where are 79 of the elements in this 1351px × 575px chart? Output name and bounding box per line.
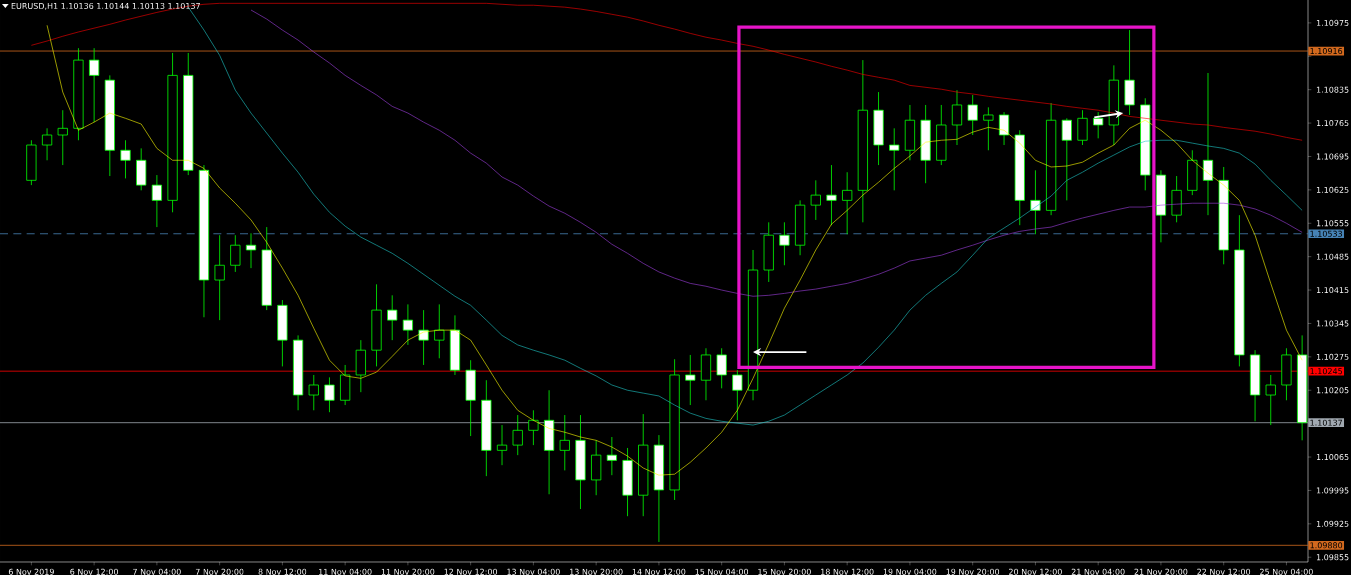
y-tick-label: 1.10835 [1316, 86, 1349, 93]
candlestick [120, 139, 131, 179]
candlestick [559, 414, 570, 471]
y-tick-label: 1.10345 [1316, 320, 1349, 327]
candlestick [402, 303, 414, 346]
y-tick-label: 1.10415 [1316, 287, 1349, 294]
y-tick-label: 1.10205 [1316, 387, 1349, 394]
candlestick [57, 109, 68, 166]
y-tick-label: 1.09855 [1316, 554, 1349, 561]
y-tick-label: 1.10485 [1316, 253, 1349, 260]
x-tick-label: 21 Nov 04:00 [1071, 568, 1125, 575]
line-series [46, 24, 1303, 476]
candlestick [889, 127, 900, 191]
y-tick-label: 1.10555 [1316, 220, 1349, 227]
candlestick [1061, 117, 1072, 201]
x-tick-label: 13 Nov 20:00 [570, 568, 623, 575]
candlestick [151, 174, 162, 228]
candlestick [230, 234, 241, 273]
y-tick-label: 1.09925 [1316, 520, 1349, 527]
x-tick-label: 7 Nov 20:00 [195, 568, 244, 575]
x-tick-label: 8 Nov 12:00 [258, 568, 307, 575]
candlestick [214, 234, 225, 321]
x-tick-label: 15 Nov 04:00 [695, 568, 749, 575]
x-tick-label: 12 Nov 12:00 [444, 568, 498, 575]
x-tick-label: 11 Nov 20:00 [381, 568, 435, 575]
candlestick [951, 89, 963, 146]
x-tick-label: 6 Nov 2019 [8, 568, 54, 575]
candlestick [387, 294, 398, 341]
candlestick [998, 111, 1010, 146]
candlestick [496, 424, 508, 466]
x-tick-label: 19 Nov 20:00 [946, 568, 1000, 575]
ref-line-label: 1.10137 [1310, 419, 1343, 426]
x-tick-label: 7 Nov 04:00 [133, 568, 181, 575]
x-tick-label: 19 Nov 04:00 [883, 568, 937, 575]
x-tick-label: 25 Nov 04:00 [1260, 568, 1313, 575]
candlestick [89, 47, 100, 123]
candlestick [245, 232, 257, 269]
ref-line-label: 1.10916 [1310, 48, 1343, 55]
candlestick [826, 164, 837, 226]
x-tick-label: 20 Nov 12:00 [1009, 568, 1062, 575]
chart-title: EURUSD,H1 1.10136 1.10144 1.10113 1.10137 [11, 2, 200, 10]
candlestick [983, 106, 994, 151]
candlestick [779, 221, 790, 266]
ref-line-label: 1.10533 [1310, 230, 1343, 237]
ref-line-label: 1.09880 [1310, 542, 1343, 549]
candlestick [606, 436, 617, 476]
candlestick [1077, 109, 1088, 146]
y-tick-label: 1.09995 [1316, 487, 1349, 494]
y-tick-label: 1.10065 [1316, 454, 1349, 461]
x-tick-label: 22 Nov 12:00 [1197, 568, 1251, 575]
y-tick-label: 1.10275 [1316, 353, 1349, 360]
x-tick-label: 14 Nov 12:00 [632, 568, 686, 575]
candlestick [324, 376, 335, 413]
x-tick-label: 21 Nov 20:00 [1134, 568, 1188, 575]
candlestick [308, 374, 319, 411]
candlestick [528, 409, 539, 446]
y-tick-label: 1.10975 [1316, 19, 1349, 26]
x-tick-label: 13 Nov 04:00 [507, 568, 560, 575]
x-tick-label: 15 Nov 20:00 [758, 568, 811, 575]
candlestick [810, 179, 821, 221]
candlestick [434, 303, 445, 359]
ref-line-label: 1.10245 [1310, 368, 1342, 375]
candlestick [418, 309, 429, 366]
candlestick [1265, 374, 1276, 426]
candlestick [967, 94, 978, 136]
x-tick-label: 11 Nov 04:00 [319, 568, 372, 575]
candlestick [842, 171, 853, 235]
x-tick-label: 6 Nov 12:00 [70, 568, 119, 575]
y-tick-label: 1.10625 [1316, 186, 1349, 193]
y-tick-label: 1.10765 [1316, 120, 1349, 127]
candlestick [41, 127, 53, 161]
candlestick [732, 369, 743, 421]
candlestick [716, 347, 727, 389]
candlestick [685, 354, 696, 406]
candlestick [1202, 72, 1214, 216]
x-tick-label: 18 Nov 12:00 [821, 568, 874, 575]
candlestick [512, 414, 523, 456]
candlestick [1030, 169, 1041, 235]
y-tick-label: 1.10695 [1316, 153, 1349, 160]
